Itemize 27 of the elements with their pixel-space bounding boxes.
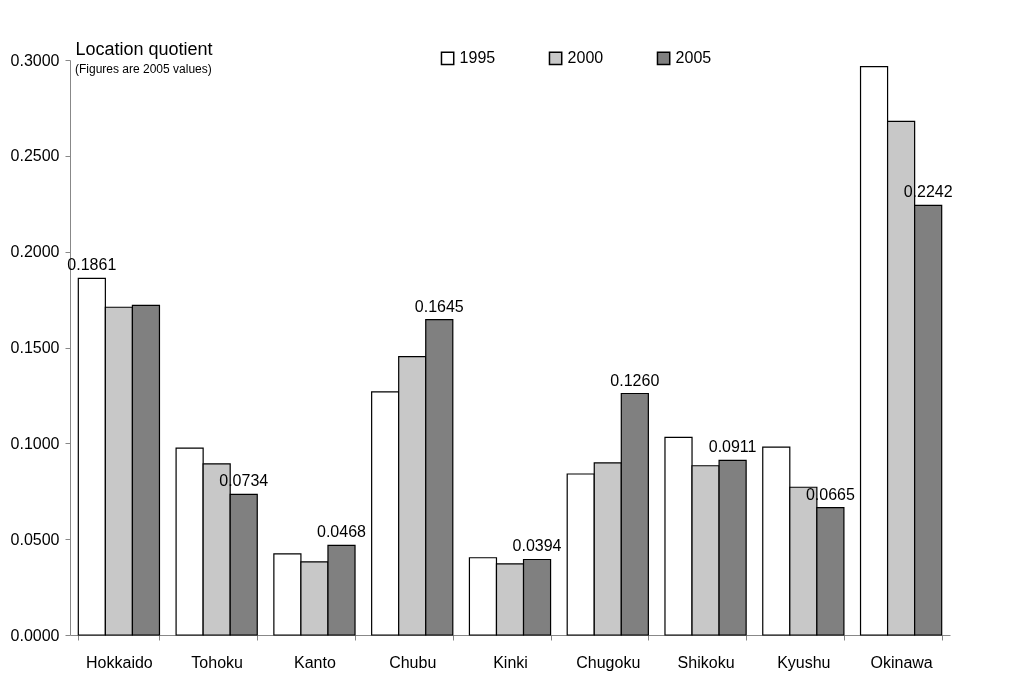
x-tick-label: Hokkaido bbox=[86, 653, 153, 671]
y-tick-label: 0.0500 bbox=[10, 530, 60, 548]
x-tick-label: Shikoku bbox=[677, 653, 735, 671]
y-tick-label: 0.3000 bbox=[10, 51, 60, 69]
legend-label: 2005 bbox=[675, 49, 712, 67]
y-tick-label: 0.1500 bbox=[10, 339, 60, 356]
x-tick-label: Kanto bbox=[294, 653, 336, 671]
y-tick-label: 0.1000 bbox=[10, 434, 60, 452]
data-label: 0.1260 bbox=[610, 371, 660, 389]
legend-label: 1995 bbox=[459, 49, 496, 67]
data-label: 0.1861 bbox=[67, 256, 117, 274]
x-tick-label: Kyushu bbox=[777, 653, 831, 671]
data-label: 0.0911 bbox=[708, 438, 757, 456]
data-label: 0.1645 bbox=[414, 297, 464, 315]
x-tick-label: Tohoku bbox=[191, 653, 243, 671]
y-axis-title: Location quotient bbox=[75, 38, 213, 59]
annotation: (Figures are 2005 values) bbox=[75, 62, 212, 76]
y-tick-label: 0.0000 bbox=[10, 626, 60, 644]
data-label: 0.0394 bbox=[512, 537, 562, 555]
x-tick-label: Okinawa bbox=[870, 653, 933, 671]
x-tick-label: Chugoku bbox=[576, 653, 641, 671]
x-tick-label: Chubu bbox=[389, 653, 437, 671]
data-label: 0.0468 bbox=[317, 523, 367, 541]
legend-label: 2000 bbox=[567, 49, 604, 67]
y-tick-label: 0.2500 bbox=[10, 147, 60, 165]
y-tick-label: 0.2000 bbox=[10, 243, 60, 261]
x-tick-label: Kinki bbox=[493, 653, 528, 671]
